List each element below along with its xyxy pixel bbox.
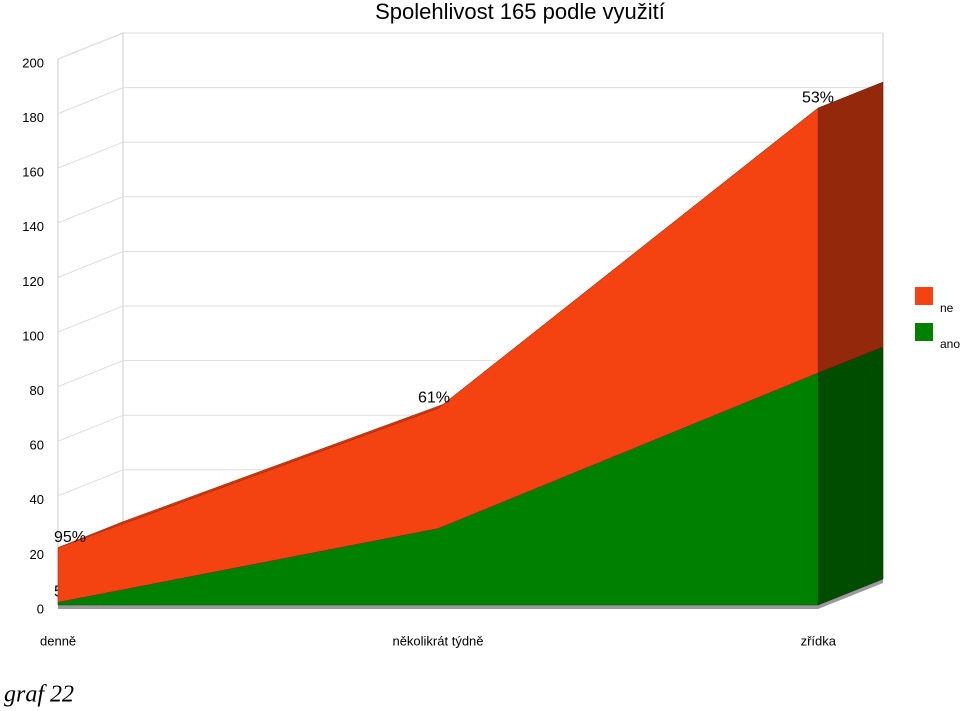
x-tick-label: denně <box>40 633 76 648</box>
x-tick-label: několikrát týdně <box>392 633 483 648</box>
y-tick-label: 20 <box>30 547 44 562</box>
y-tick-label: 60 <box>30 438 44 453</box>
area-side <box>817 81 884 374</box>
percent-label: 53% <box>802 89 834 106</box>
legend-label: ano <box>940 337 960 351</box>
chart-title: Spolehlivost 165 podle využití <box>375 0 665 24</box>
grid-line <box>57 87 883 115</box>
y-tick-label: 80 <box>30 383 44 398</box>
floor-edge <box>58 579 883 609</box>
grid-line <box>57 250 883 278</box>
y-tick-label: 200 <box>22 55 44 70</box>
x-tick-label: zřídka <box>801 633 837 648</box>
y-tick-label: 0 <box>37 601 44 616</box>
area-side <box>817 346 884 606</box>
y-tick-label: 180 <box>22 110 44 125</box>
legend-label: ne <box>940 301 954 315</box>
area <box>57 107 819 603</box>
grid-line <box>57 196 883 224</box>
percent-label: 61% <box>418 390 450 407</box>
y-tick-label: 120 <box>22 274 44 289</box>
legend-swatch <box>915 287 933 305</box>
grid-line <box>57 32 883 60</box>
grid-line <box>57 141 883 169</box>
y-tick-label: 100 <box>22 328 44 343</box>
y-tick-label: 40 <box>30 492 44 507</box>
y-tick-label: 160 <box>22 165 44 180</box>
legend-swatch <box>915 323 933 341</box>
y-tick-label: 140 <box>22 219 44 234</box>
caption: graf 22 <box>4 682 74 708</box>
percent-label: 95% <box>54 529 86 546</box>
